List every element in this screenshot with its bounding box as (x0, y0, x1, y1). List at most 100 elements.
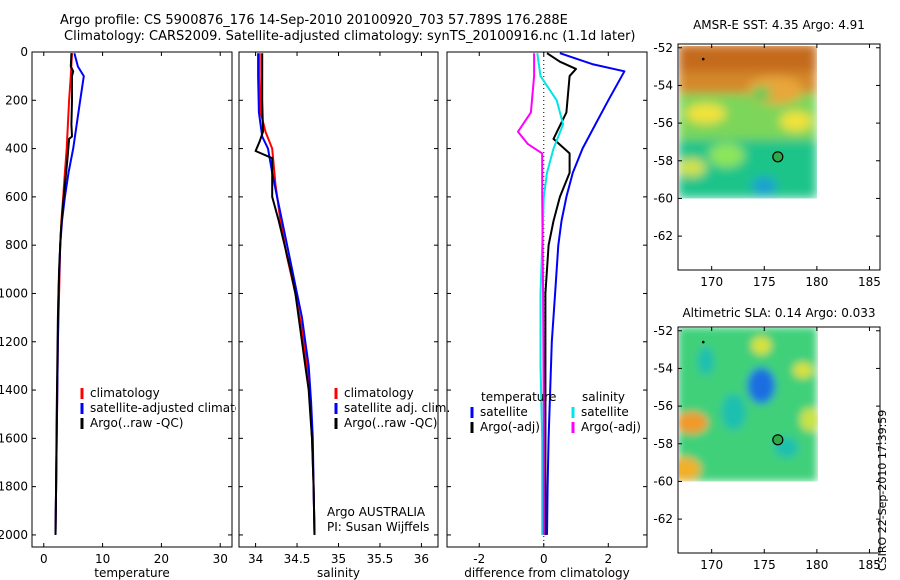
figure-title-line1: Argo profile: CS 5900876_176 14-Sep-2010… (60, 13, 568, 28)
map-field-blobs (679, 328, 818, 482)
argo-position-marker (772, 434, 784, 446)
map-y-tick-label: -52 (653, 41, 673, 55)
legend-label: satellite adj. clim. (344, 401, 450, 415)
sla-blob (679, 411, 708, 434)
annotation-text: PI: Susan Wijffels (327, 520, 429, 534)
sla-blob (751, 336, 772, 355)
map-x-tick-label: 180 (805, 558, 828, 572)
map-y-tick-label: -60 (653, 191, 673, 205)
series-line (54, 53, 75, 535)
legend-label: climatology (344, 386, 414, 400)
map-x-tick-label: 185 (858, 558, 881, 572)
profile-panel-1: 0 200 400 600 800 1000 1200 1400 1600 1800 2000 0 10… (0, 45, 268, 580)
x-tick-label: 35 (331, 552, 346, 566)
legend-label: Argo(-adj) (480, 420, 540, 434)
map-title: AMSR-E SST: 4.35 Argo: 4.91 (693, 18, 865, 32)
map-y-tick-label: -58 (653, 154, 673, 168)
x-tick-label: 2 (604, 552, 612, 566)
map-axes-box (677, 43, 881, 271)
map-x-tick-label: 175 (753, 558, 776, 572)
map-title: Altimetric SLA: 0.14 Argo: 0.033 (682, 306, 875, 320)
map-x-tick-label: 170 (700, 558, 723, 572)
y-tick-label: 1200 (0, 335, 28, 349)
x-tick-label: 0 (540, 552, 548, 566)
series-line (536, 53, 565, 535)
profile-panel-2: 34 34.5 35 35.5 36 salinity climatologysatelli… (238, 51, 450, 580)
map-y-tick-label: -56 (653, 399, 673, 413)
map-x-tick-label: 180 (805, 275, 828, 289)
legend-label: satellite-adjusted climatology (90, 401, 268, 415)
sla-blob (697, 346, 714, 375)
x-tick-label: 36 (414, 552, 429, 566)
axes-box (31, 51, 233, 548)
annotation-text: Argo AUSTRALIA (327, 505, 426, 519)
sst-blob (751, 86, 772, 101)
x-tick-label: 34.5 (284, 552, 311, 566)
sla-blob (679, 457, 701, 482)
series-line (258, 53, 316, 535)
map-panel-1: AMSR-E SST: 4.35 Argo: 4.91 -52 -54 -56 -58 -… (653, 18, 881, 289)
map-dot (701, 340, 705, 344)
y-tick-label: 1800 (0, 480, 28, 494)
x-tick-label: 0 (40, 552, 48, 566)
map-dot (701, 57, 705, 61)
map-field-blobs (679, 46, 817, 199)
y-tick-label: 2000 (0, 528, 28, 542)
map-panel-2: Altimetric SLA: 0.14 Argo: 0.033 -52 -54 -5… (653, 306, 881, 572)
legend-label: Argo(-adj) (581, 420, 641, 434)
map-y-tick-label: -52 (653, 324, 673, 338)
y-tick-label: 1000 (0, 286, 28, 300)
map-y-tick-label: -58 (653, 437, 673, 451)
x-tick-label: -2 (473, 552, 485, 566)
y-tick-label: 0 (20, 45, 28, 59)
axes-box (446, 51, 648, 548)
map-y-tick-label: -56 (653, 116, 673, 130)
map-x-tick-label: 175 (753, 275, 776, 289)
series-line (544, 52, 577, 535)
map-field (679, 328, 818, 482)
x-tick-label: 20 (154, 552, 169, 566)
sla-blob (792, 362, 813, 379)
legend-label: Argo(..raw -QC) (90, 416, 183, 430)
sla-blob (799, 407, 818, 432)
map-x-tick-label: 185 (858, 275, 881, 289)
series-line (257, 53, 316, 535)
x-tick-label: 30 (213, 552, 228, 566)
sst-warm-band (679, 46, 817, 72)
sla-blob (721, 393, 746, 430)
sst-blob (708, 143, 745, 168)
figure-title-line2: Climatology: CARS2009. Satellite-adjuste… (64, 29, 636, 44)
legend-label: satellite (480, 405, 528, 419)
axes-box (238, 51, 439, 548)
map-y-tick-label: -62 (653, 229, 673, 243)
y-tick-label: 800 (5, 238, 28, 252)
y-tick-label: 400 (5, 142, 28, 156)
sla-blob (747, 367, 776, 404)
y-tick-label: 600 (5, 190, 28, 204)
x-tick-label: 35.5 (367, 552, 394, 566)
y-tick-label: 1600 (0, 431, 28, 445)
map-y-tick-label: -54 (653, 78, 673, 92)
map-y-tick-label: -62 (653, 512, 673, 526)
y-tick-label: 200 (5, 93, 28, 107)
map-field (679, 46, 817, 199)
side-label-svg: CSIRO 22-Sep-2010 17:39:59 (876, 410, 889, 571)
series-line (517, 53, 545, 535)
x-tick-label: 10 (95, 552, 110, 566)
x-axis-label: difference from climatology (464, 566, 630, 580)
legend-label: Argo(..raw -QC) (344, 416, 437, 430)
legend-label: climatology (90, 386, 160, 400)
sst-blob (679, 158, 706, 177)
sst-blob (752, 177, 777, 196)
y-tick-label: 1400 (0, 383, 28, 397)
sst-blob (780, 111, 813, 132)
map-y-tick-label: -54 (653, 361, 673, 375)
side-label: CSIRO 22-Sep-2010 17:39:59 (876, 410, 889, 571)
x-axis-label: salinity (317, 566, 360, 580)
argo-position-marker (772, 151, 784, 163)
map-axes-box (677, 326, 881, 554)
sst-blob (685, 103, 726, 124)
